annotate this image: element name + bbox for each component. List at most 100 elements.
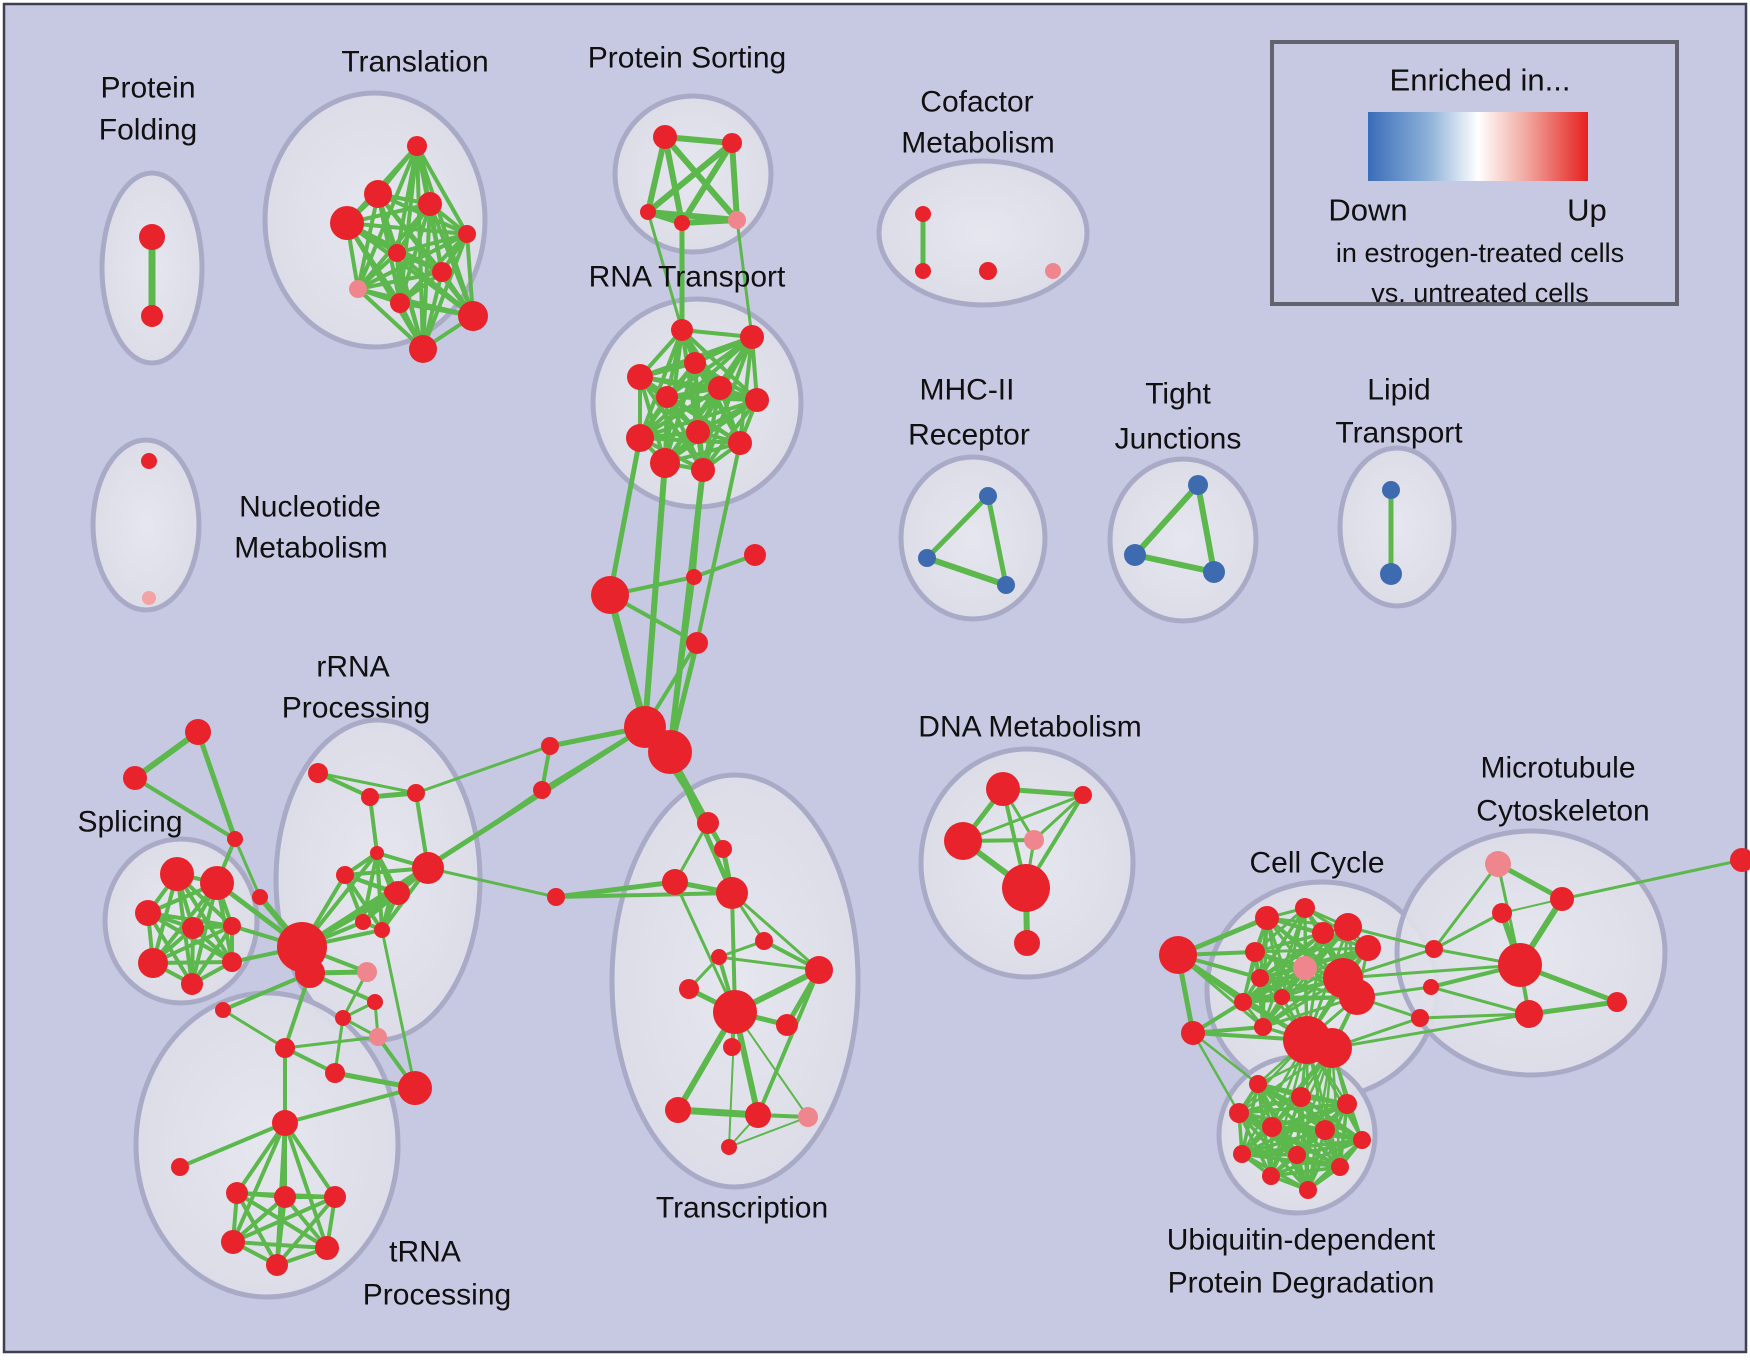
node-rr15 [275, 1038, 295, 1058]
edge [299, 724, 648, 950]
cluster-lipid-transport-label-line2: Transport [1335, 417, 1463, 450]
node-u10 [1331, 1158, 1349, 1176]
edge [132, 729, 201, 781]
node-tx7 [805, 956, 833, 984]
cluster-tight-junctions-ellipse [1107, 456, 1259, 624]
cluster-microtubule-cytoskeleton-label-line2: Cytoskeleton [1476, 795, 1649, 828]
cluster-rna-transport-label-line1: RNA Transport [589, 261, 786, 294]
legend: Enriched in... Down Up in estrogen-treat… [1270, 40, 1679, 308]
edge [175, 872, 234, 964]
cluster-rrna-processing-label-line1: rRNA [316, 651, 389, 684]
cluster-tight-junctions-label-line1: Tight [1145, 378, 1211, 411]
node-m3 [997, 576, 1015, 594]
node-mt5 [1515, 1000, 1543, 1028]
node-cyS2 [1423, 979, 1439, 995]
edge [646, 210, 684, 332]
node-tx6 [711, 949, 727, 965]
node-tx15 [721, 1139, 737, 1155]
node-tx11 [723, 1038, 741, 1056]
edge [606, 591, 649, 731]
cluster-nucleotide-metabolism-ellipse [90, 437, 202, 613]
edge [642, 460, 668, 730]
cluster-lipid-transport-label-line1: Lipid [1367, 374, 1430, 407]
edge [692, 468, 705, 579]
cluster-cell-cycle-label-line1: Cell Cycle [1249, 847, 1384, 880]
edge [756, 968, 821, 1117]
node-t2 [364, 180, 392, 208]
node-tx1 [697, 812, 719, 834]
edge [221, 971, 312, 1012]
edge [368, 795, 379, 855]
node-tx3 [662, 869, 688, 895]
cluster-nucleotide-metabolism-label-line2: Metabolism [234, 532, 387, 565]
cluster-cofactor-metabolism-ellipse [876, 158, 1090, 308]
edge [554, 891, 734, 899]
edge [283, 1086, 417, 1125]
node-c4 [1045, 263, 1061, 279]
cluster-translation-label-line1: Translation [341, 46, 488, 79]
node-d4 [1024, 830, 1044, 850]
node-s3 [135, 900, 161, 926]
legend-title: Enriched in... [1390, 63, 1571, 98]
node-cy10 [1234, 993, 1252, 1011]
edge [1240, 1128, 1327, 1156]
node-r12 [691, 458, 715, 482]
node-rr5 [370, 846, 384, 860]
edge [190, 881, 219, 986]
node-t9 [390, 293, 410, 313]
node-mt6 [1607, 992, 1627, 1012]
node-c2 [915, 263, 931, 279]
node-ps2 [722, 133, 742, 153]
node-u3 [1337, 1094, 1357, 1114]
edge [356, 287, 425, 351]
edge [638, 328, 684, 440]
edge [1253, 906, 1307, 954]
node-trh [272, 1110, 298, 1136]
node-s10 [215, 1002, 231, 1018]
edge [1240, 1046, 1334, 1156]
edge [663, 398, 759, 465]
node-t5 [458, 225, 476, 243]
node-rr1 [308, 763, 328, 783]
node-tx10 [776, 1014, 798, 1036]
node-r6 [656, 386, 678, 408]
edge [674, 1106, 762, 1119]
node-cy3 [1312, 922, 1334, 944]
cluster-protein-sorting-label-line1: Protein Sorting [588, 42, 786, 75]
edge [190, 924, 234, 986]
edge [553, 879, 678, 900]
node-hub2 [295, 958, 325, 988]
edge [356, 192, 380, 291]
edge [1346, 925, 1436, 951]
cluster-splicing-label-line1: Splicing [77, 806, 182, 839]
node-r5 [708, 376, 732, 400]
node-cc1 [591, 576, 629, 614]
node-cy8 [1251, 969, 1269, 987]
cluster-labels-layer: Protein Folding Translation Protein Sorting… [77, 42, 1649, 1312]
node-u12 [1299, 1181, 1317, 1199]
edge [356, 270, 444, 291]
edge [673, 880, 737, 1014]
cluster-protein-folding-label-line2: Folding [99, 114, 197, 147]
edge [662, 134, 685, 226]
edge [1132, 552, 1217, 575]
node-h3 [324, 1186, 346, 1208]
cluster-trna-processing-label-line2: Processing [363, 1279, 511, 1312]
node-r7 [745, 388, 769, 412]
node-d5 [1002, 864, 1050, 912]
node-rr9 [412, 852, 444, 884]
node-t3 [418, 192, 442, 216]
edge [728, 1116, 809, 1148]
legend-up-label: Up [1567, 193, 1607, 228]
node-rr4 [336, 866, 354, 884]
node-t6 [388, 244, 406, 262]
node-s2 [200, 866, 234, 900]
node-t8 [349, 280, 367, 298]
node-cs1 [541, 737, 559, 755]
edge [231, 1121, 287, 1244]
node-ps5 [728, 211, 746, 229]
edge [1341, 963, 1522, 980]
node-cy6 [1293, 956, 1317, 980]
cluster-rrna-processing-label-line2: Processing [282, 692, 430, 725]
